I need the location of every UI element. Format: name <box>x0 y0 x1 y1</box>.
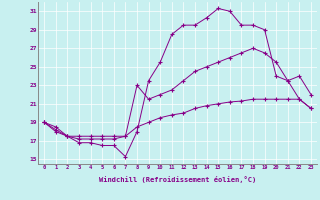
X-axis label: Windchill (Refroidissement éolien,°C): Windchill (Refroidissement éolien,°C) <box>99 176 256 183</box>
